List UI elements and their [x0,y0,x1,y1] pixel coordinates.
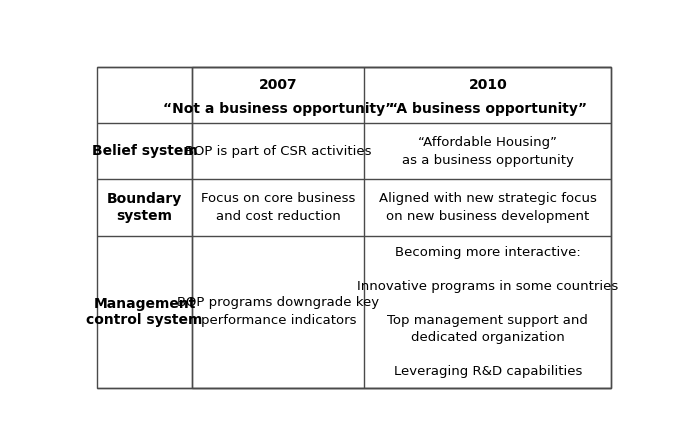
Bar [192,67,611,388]
Text: Focus on core business
and cost reduction: Focus on core business and cost reductio… [201,192,355,223]
Text: Management
control system: Management control system [86,297,203,327]
Text: BOP is part of CSR activities: BOP is part of CSR activities [185,145,372,158]
Text: 2010: 2010 [468,78,507,92]
Text: BOP programs downgrade key
performance indicators: BOP programs downgrade key performance i… [178,297,379,328]
Text: “Affordable Housing”
as a business opportunity: “Affordable Housing” as a business oppor… [402,136,574,167]
Text: Becoming more interactive:

Innovative programs in some countries

Top managemen: Becoming more interactive: Innovative pr… [357,246,618,378]
Text: “A business opportunity”: “A business opportunity” [389,102,587,116]
Text: 2007: 2007 [259,78,298,92]
Text: Boundary
system: Boundary system [107,192,182,222]
Text: Belief system: Belief system [92,144,198,159]
Text: “Not a business opportunity”: “Not a business opportunity” [162,102,394,116]
Text: Aligned with new strategic focus
on new business development: Aligned with new strategic focus on new … [379,192,597,223]
